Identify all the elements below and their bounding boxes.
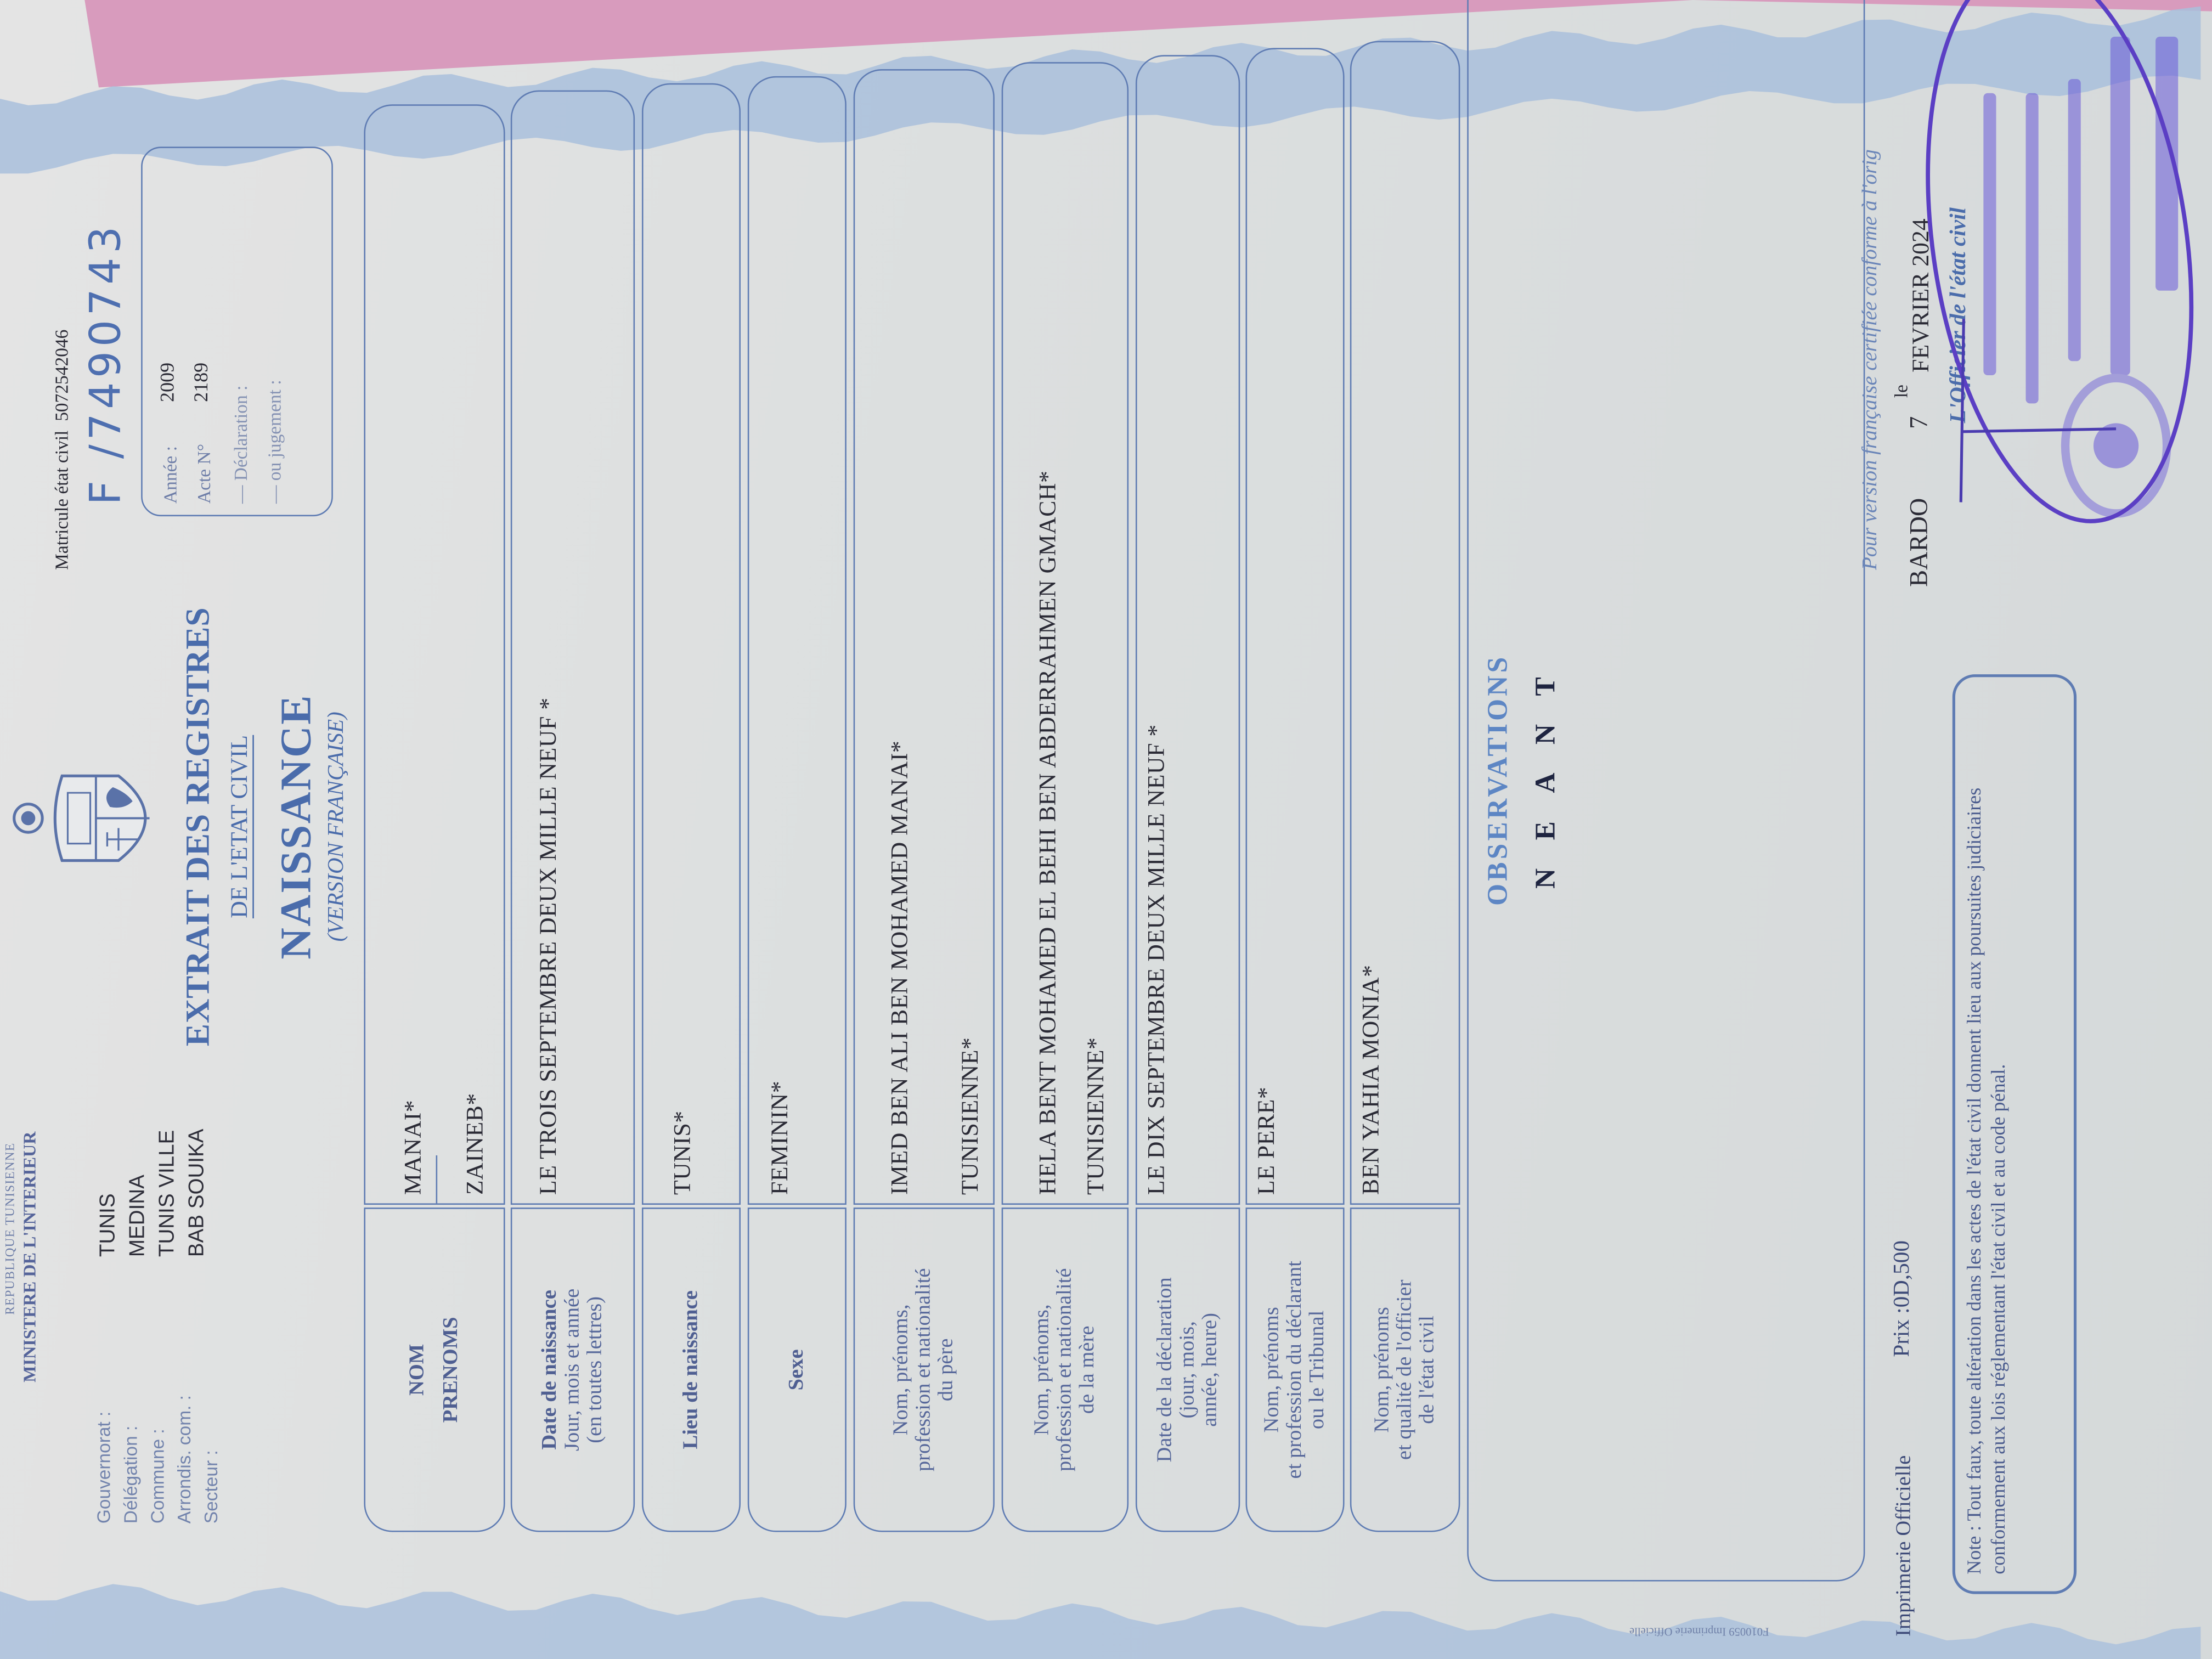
label-line: Date de naissance [539,1290,562,1450]
title-extrait: EXTRAIT DES REGISTRES [180,607,217,1047]
certification-text: Pour version française certifiée conform… [1859,149,1882,570]
label-line: NOM [406,1344,429,1396]
observations-label: OBSERVATIONS [1482,654,1514,906]
value-declarant: LE PERE* [1252,1086,1280,1195]
admin-values: TUNIS MEDINA TUNIS VILLE BAB SOUIKA [93,1128,212,1257]
value-sexe: FEMININ* [766,1080,793,1195]
row-label: Lieu de naissance [641,1207,741,1532]
value-delegation: MEDINA [125,1175,150,1257]
value-officier: BEN YAHIA MONIA* [1357,964,1384,1195]
value-nom: MANAI* [399,1099,426,1195]
label-gouvernorat: Gouvernorat : [93,1411,115,1524]
row-value: TUNIS* [641,83,741,1205]
label-line: de la mère [1076,1325,1099,1414]
label-line: profession et nationalité [912,1268,935,1472]
label-line: Sexe [786,1349,809,1391]
legal-note-box: Note : Tout faux, toute altération dans … [1952,674,2077,1594]
label-line: et qualité de l'officier [1393,1279,1417,1460]
value-date-naissance: LE TROIS SEPTEMBRE DEUX MILLE NEUF * [534,697,562,1195]
row-label: NOM PRENOMS [364,1207,505,1532]
acte-value: 2189 [191,362,213,402]
observations-value: NEANT [1530,648,1562,889]
label-secteur: Secteur : [200,1450,222,1524]
value-pere: IMED BEN ALI BEN MOHAMED MANAI* [885,740,913,1195]
value-nationalite-mere: TUNISIENNE* [1082,1037,1109,1195]
row-value: MANAI* ZAINEB* [364,104,505,1205]
title-version: (VERSION FRANÇAISE) [324,712,349,942]
matricule: Matricule état civil 5072542046 [51,330,74,570]
row-value: LE PERE* [1245,48,1345,1205]
row-value: FEMININ* [747,76,847,1205]
value-date-declaration: LE DIX SEPTEMBRE DEUX MILLE NEUF * [1142,724,1170,1195]
row-label: Nom, prénoms et profession du déclarant … [1245,1207,1345,1532]
serial-number: F /7490743 [82,222,132,505]
label-line: (en toutes lettres) [584,1296,607,1443]
label-line: Nom, prénoms [1371,1307,1394,1433]
guilloche-border-bottom [0,1584,2201,1659]
republic-heading: REPUBLIQUE TUNISIENNE [3,1142,17,1315]
value-nationalite-pere: TUNISIENNE* [956,1037,984,1195]
acte-label: Acte N° [193,443,215,504]
official-stamp-icon [1926,0,2194,523]
label-line: profession et nationalité [1053,1268,1076,1472]
row-label: Sexe [747,1207,847,1532]
value-arrondissement: BAB SOUIKA [184,1128,209,1257]
title-etat-civil: DE L'ETAT CIVIL [225,566,254,1087]
legal-note-text: Note : Tout faux, toute altération dans … [1965,787,2011,1575]
label-line: Jour, mois et année [561,1288,584,1451]
label-line: Lieu de naissance [680,1290,703,1449]
label-arrondissement: Arrondis. com. : [173,1395,195,1524]
title-etat-civil-text: DE L'ETAT CIVIL [225,735,254,918]
annee-value: 2009 [157,362,179,402]
row-value: IMED BEN ALI BEN MOHAMED MANAI* TUNISIEN… [853,69,995,1205]
observations-box: OBSERVATIONS NEANT [1467,0,1865,1582]
title-naissance: NAISSANCE [270,693,320,960]
matricule-label: Matricule état civil [50,430,72,570]
label-line: ou le Tribunal [1306,1310,1329,1430]
row-value: LE DIX SEPTEMBRE DEUX MILLE NEUF * [1135,55,1240,1205]
guilloche-border-top [0,6,2201,174]
label-commune: Commune : [146,1429,168,1524]
label-line: et profession du déclarant [1283,1261,1307,1479]
label-line: Nom, prénoms, [890,1304,913,1436]
annee-label: Année : [159,446,181,504]
row-label: Nom, prénoms, profession et nationalité … [853,1207,995,1532]
label-line: PRENOMS [440,1317,463,1423]
label-line: Nom, prénoms, [1031,1304,1054,1436]
row-label: Date de la déclaration (jour, mois, anné… [1135,1207,1240,1532]
label-line: de l'état civil [1416,1316,1439,1424]
ministry-heading: MINISTERE DE L'INTERIEUR [19,1131,40,1383]
row-label: Date de naissance Jour, mois et année (e… [510,1207,635,1532]
jugement-label: — ou jugement : [263,380,285,504]
coat-of-arms-icon [13,774,150,862]
form-code: F010059 Imprimerie Officielle [1629,1625,1769,1638]
value-gouvernorat: TUNIS [95,1193,120,1257]
row-value: BEN YAHIA MONIA* [1350,41,1460,1205]
value-mere: HELA BENT MOHAMED EL BEHI BEN ABDERRAHME… [1034,470,1061,1195]
printer-label: Imprimerie Officielle [1893,1455,1916,1637]
row-label: Nom, prénoms et qualité de l'officier de… [1350,1207,1460,1532]
label-delegation: Délégation : [120,1425,142,1524]
value-commune: TUNIS VILLE [155,1130,179,1257]
label-line: Nom, prénoms [1261,1307,1284,1433]
admin-labels: Gouvernorat : Délégation : Commune : Arr… [91,1395,224,1523]
pink-surface [84,0,2212,88]
value-prenoms: ZAINEB* [461,1093,488,1195]
matricule-value: 5072542046 [50,329,72,421]
label-line: Date de la déclaration [1154,1277,1177,1463]
value-lieu-naissance: TUNIS* [668,1110,696,1195]
name-divider [436,1155,438,1204]
label-line: (jour, mois, [1176,1321,1199,1419]
acte-box: Année : 2009 Acte N° 2189 — Déclaration … [141,146,333,517]
row-value: HELA BENT MOHAMED EL BEHI BEN ABDERRAHME… [1001,62,1129,1205]
declaration-label: — Déclaration : [230,385,251,504]
row-label: Nom, prénoms, profession et nationalité … [1001,1207,1129,1532]
label-line: du père [935,1338,958,1402]
label-line: année, heure) [1199,1312,1222,1427]
row-value: LE TROIS SEPTEMBRE DEUX MILLE NEUF * [510,90,635,1205]
price-label: Prix :0D,500 [1890,1240,1915,1357]
